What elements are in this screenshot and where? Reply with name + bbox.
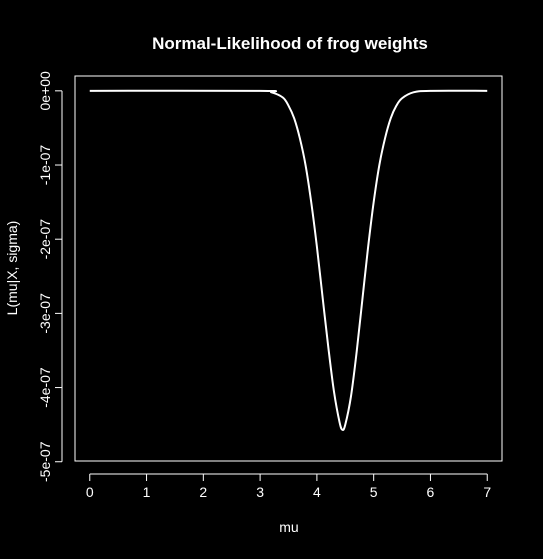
x-tick-label: 6 (427, 484, 435, 500)
x-tick-label: 0 (86, 484, 94, 500)
x-axis-title: mu (279, 519, 298, 535)
y-tick-label: -5e-07 (37, 441, 53, 482)
x-tick-label: 5 (370, 484, 378, 500)
x-tick-label: 7 (483, 484, 491, 500)
y-tick-label: -3e-07 (37, 293, 53, 334)
likelihood-curve (89, 89, 488, 431)
y-tick-label: -2e-07 (37, 219, 53, 260)
x-tick-label: 4 (313, 484, 321, 500)
y-tick-label: -1e-07 (37, 145, 53, 186)
y-axis: 0e+00 -1e-07 -2e-07 -3e-07 -4e-07 -5e-07 (37, 71, 63, 482)
y-axis-title: L(mu|X, sigma) (4, 221, 20, 316)
y-tick-label: 0e+00 (37, 71, 53, 111)
x-axis: 0 1 2 3 4 5 6 7 (86, 473, 491, 500)
x-tick-label: 2 (199, 484, 207, 500)
chart-title: Normal-Likelihood of frog weights (152, 34, 428, 53)
x-tick-label: 3 (256, 484, 264, 500)
x-tick-label: 1 (143, 484, 151, 500)
y-tick-label: -4e-07 (37, 367, 53, 408)
plot-frame (74, 75, 503, 462)
